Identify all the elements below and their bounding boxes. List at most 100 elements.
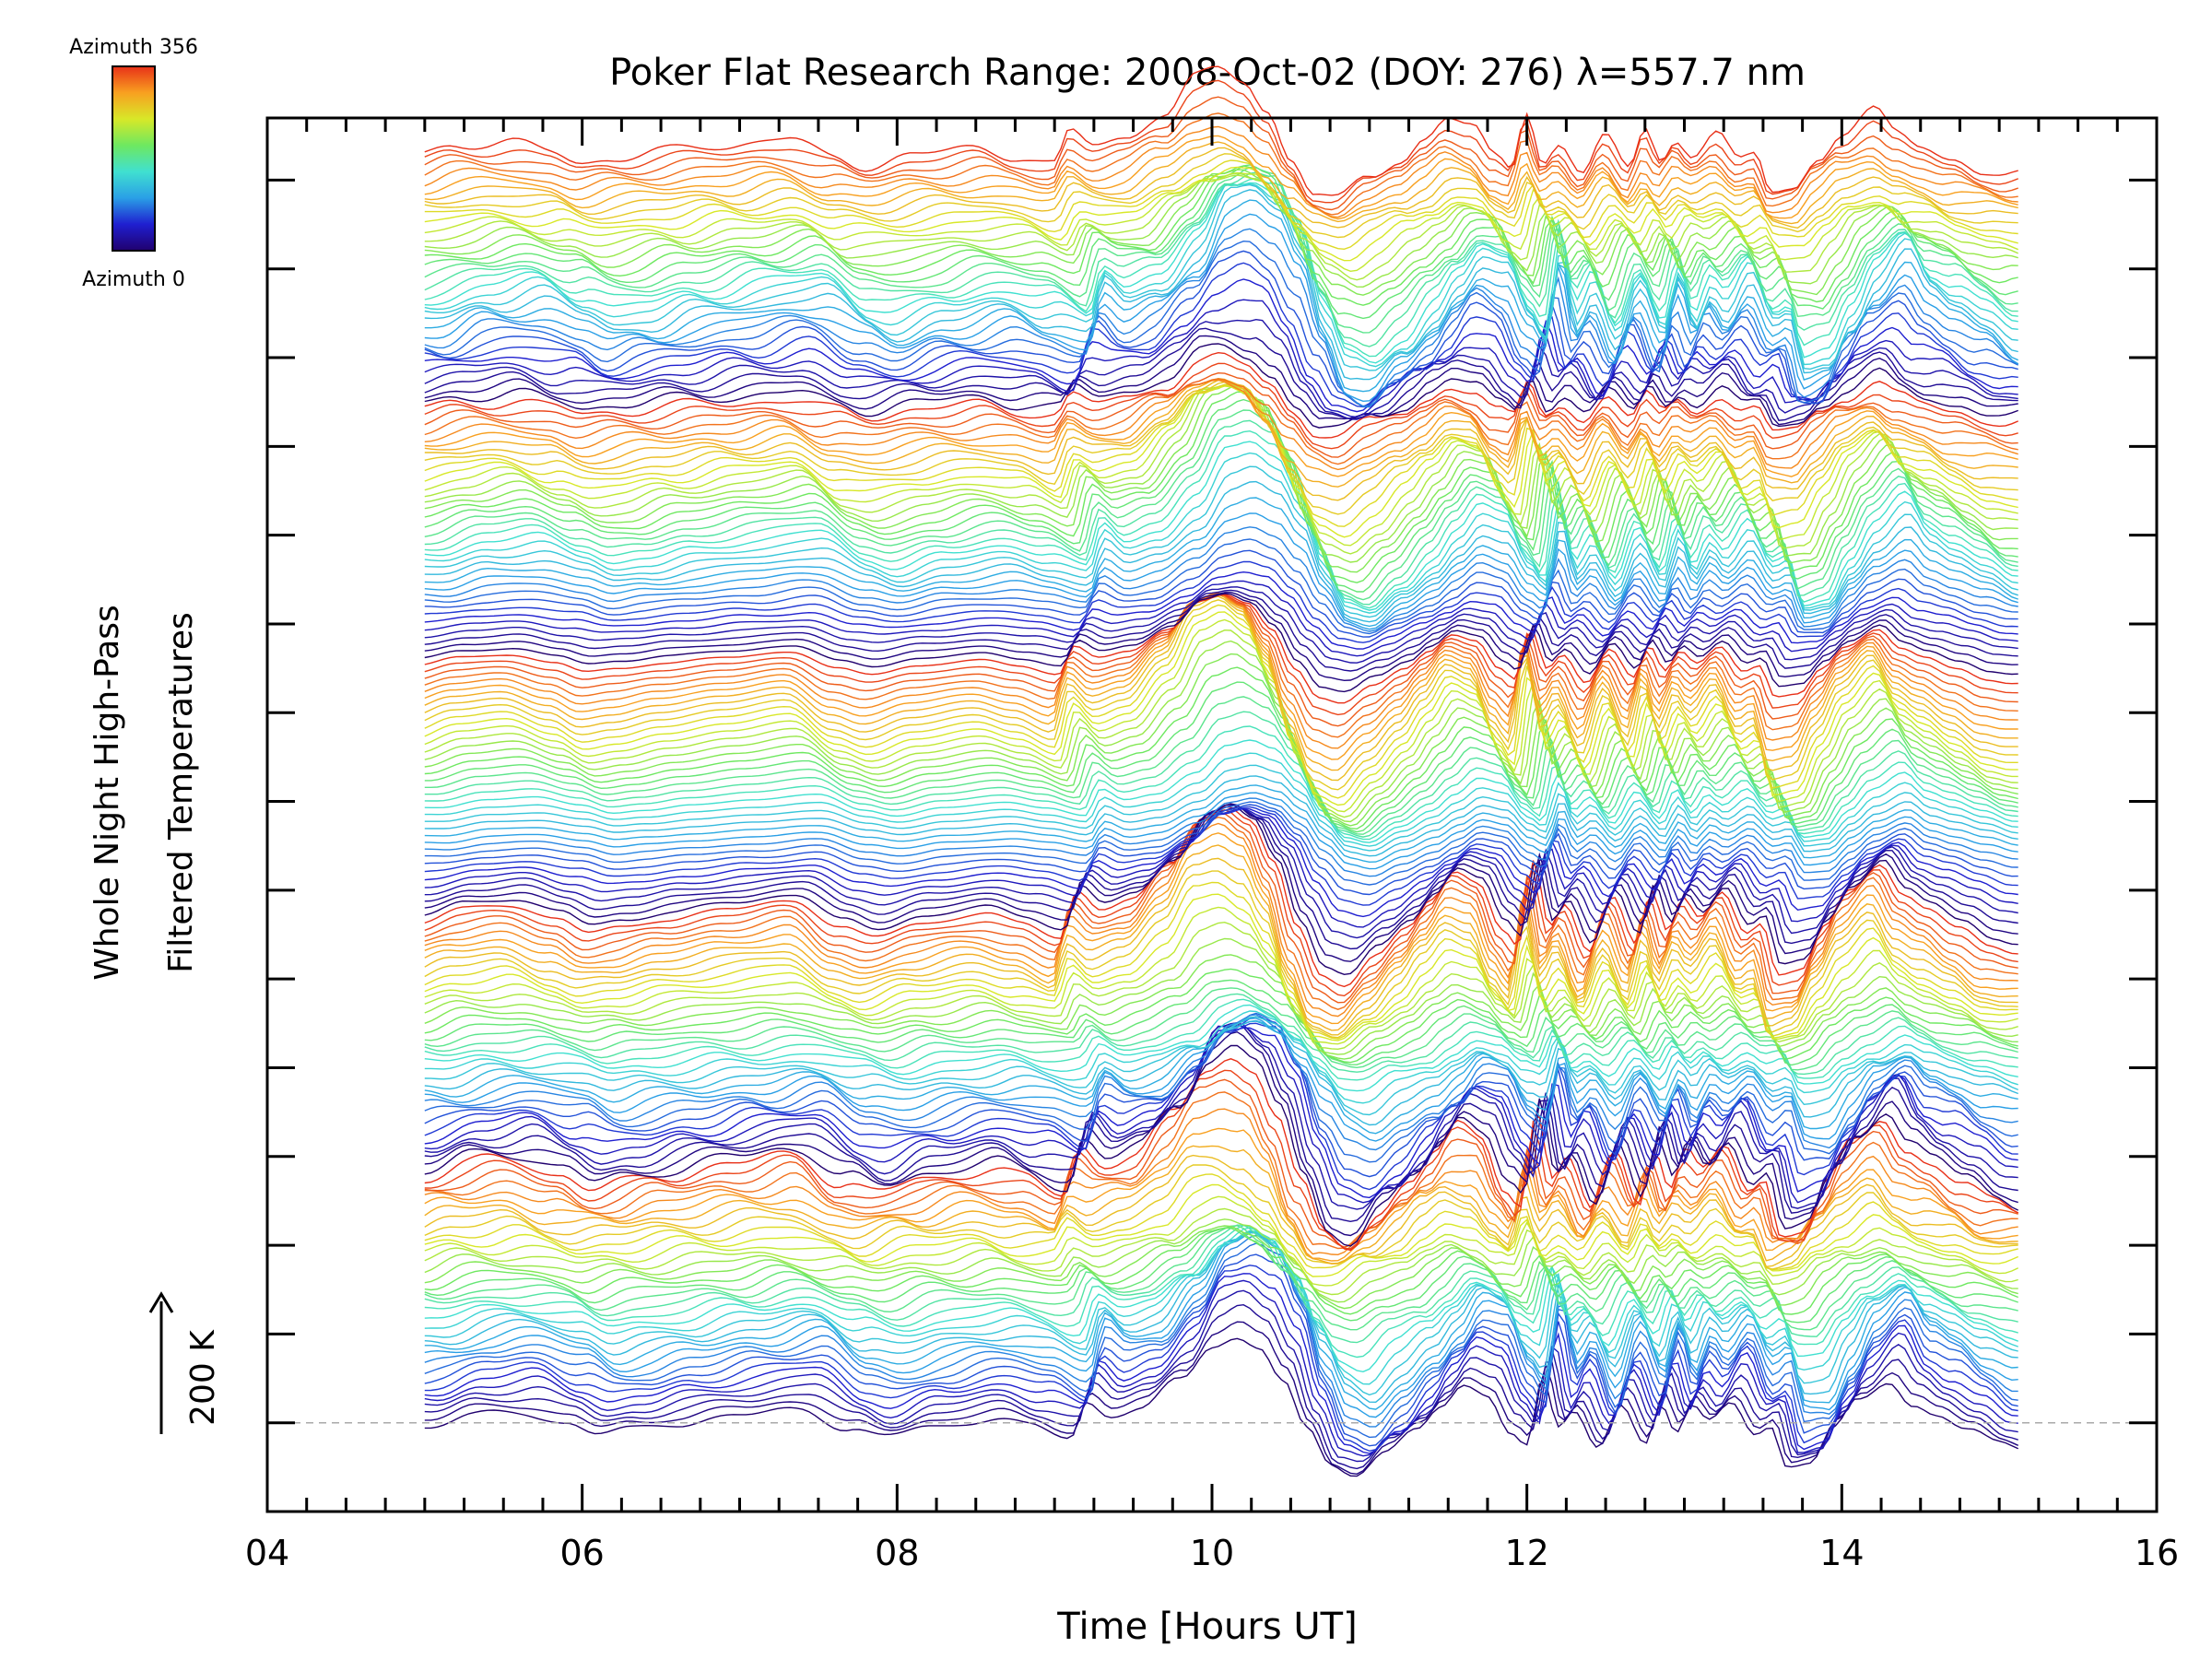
series-line — [424, 278, 2018, 413]
x-tick-label: 14 — [1819, 1533, 1864, 1573]
series-line — [424, 593, 2018, 693]
series-line — [424, 452, 2018, 614]
series-line — [424, 1010, 2018, 1104]
series-line — [424, 385, 2018, 573]
x-tick-label: 10 — [1190, 1533, 1234, 1573]
series-line — [424, 906, 2018, 1045]
x-tick-label: 06 — [559, 1533, 604, 1573]
series-line — [424, 1183, 2018, 1277]
series-line — [424, 1207, 2018, 1296]
plot-area: 04 06 08 10 12 14 16 — [245, 65, 2179, 1573]
series-line — [424, 1016, 2018, 1116]
series-line — [424, 1321, 2018, 1476]
series-line — [424, 1127, 2018, 1262]
series-line — [424, 1004, 2018, 1092]
series-line — [424, 213, 2019, 403]
series-line — [424, 1030, 2018, 1237]
series-line — [424, 764, 2018, 852]
series-line — [424, 250, 2018, 407]
series-line — [424, 228, 2019, 407]
series-line — [424, 1173, 2018, 1271]
series-line — [424, 666, 2018, 830]
series-line — [424, 351, 2018, 439]
series-line — [424, 921, 2018, 1051]
series-line — [424, 599, 2018, 791]
series-line — [424, 806, 2018, 939]
y-axis-label-line2: Filtered Temperatures — [162, 612, 200, 973]
series-line — [424, 240, 2019, 408]
series-line — [424, 1218, 2018, 1303]
series-line — [424, 183, 2018, 371]
series-line — [424, 164, 2018, 320]
x-tick-label: 04 — [245, 1533, 289, 1573]
series-line — [424, 1145, 2018, 1265]
series-line — [424, 1058, 2019, 1252]
series-line — [424, 1265, 2018, 1453]
colorbar: Azimuth 356 Azimuth 0 — [69, 36, 198, 291]
series-line — [424, 844, 2018, 1031]
series-line — [424, 371, 2018, 458]
series-line — [424, 1230, 2018, 1418]
series-line — [424, 804, 2018, 896]
series-line — [424, 1078, 2018, 1248]
series-line — [424, 135, 2018, 220]
series-line — [424, 166, 2018, 334]
series-line — [424, 571, 2018, 650]
series-line — [424, 1225, 2018, 1331]
series-line — [424, 806, 2018, 906]
series-line — [424, 816, 2018, 1010]
x-axis-tick-labels: 04 06 08 10 12 14 16 — [245, 1533, 2179, 1573]
series-line — [424, 591, 2018, 682]
series-line — [424, 589, 2018, 672]
series-line — [424, 1253, 2018, 1447]
series-line — [424, 1069, 2019, 1250]
series-line — [424, 1224, 2018, 1359]
series-line — [424, 1018, 2018, 1142]
series-line — [424, 739, 2018, 843]
series-line — [424, 998, 2018, 1081]
series-line — [424, 803, 2018, 962]
series-line — [424, 775, 2018, 857]
series-line — [424, 318, 2018, 420]
series-line — [424, 79, 2018, 204]
series-line — [424, 381, 2018, 515]
x-axis-ticks — [265, 118, 2159, 1512]
series-line — [424, 362, 2018, 450]
y-axis-label: Whole Night High-Pass Filtered Temperatu… — [88, 605, 200, 981]
series-line — [424, 629, 2018, 818]
series-line — [424, 112, 2018, 216]
series-line — [424, 465, 2018, 618]
series-line — [424, 954, 2018, 1060]
series-line — [424, 147, 2018, 229]
y-axis-ticks — [267, 178, 2157, 1425]
series-line — [424, 857, 2018, 1036]
series-line — [424, 797, 2018, 877]
series-line — [424, 979, 2018, 1066]
series-line — [424, 153, 2018, 239]
series-line — [424, 1234, 2018, 1428]
series-line — [424, 379, 2018, 471]
x-axis-label: Time [Hours UT] — [1056, 1606, 1357, 1648]
series-line — [424, 1227, 2018, 1315]
series-line — [424, 1289, 2018, 1463]
series-line — [424, 549, 2018, 638]
scale-bar-arrowhead — [148, 1291, 174, 1313]
series-line — [424, 987, 2018, 1071]
series-line — [424, 189, 2018, 381]
series-line — [424, 604, 2018, 799]
series-line — [424, 1044, 2019, 1247]
series-line — [424, 1164, 2018, 1270]
series-line — [424, 65, 2018, 196]
series-line — [424, 1303, 2018, 1470]
x-tick-label: 16 — [2135, 1533, 2179, 1573]
x-tick-label: 08 — [875, 1533, 919, 1573]
series-line — [424, 1227, 2018, 1373]
x-tick-label: 12 — [1504, 1533, 1548, 1573]
series-line — [424, 1195, 2018, 1287]
series-line — [424, 711, 2018, 838]
series-line — [424, 327, 2018, 421]
series-line — [424, 1224, 2018, 1344]
series-line — [424, 159, 2018, 251]
series-line — [424, 968, 2018, 1064]
series-line — [424, 96, 2018, 211]
